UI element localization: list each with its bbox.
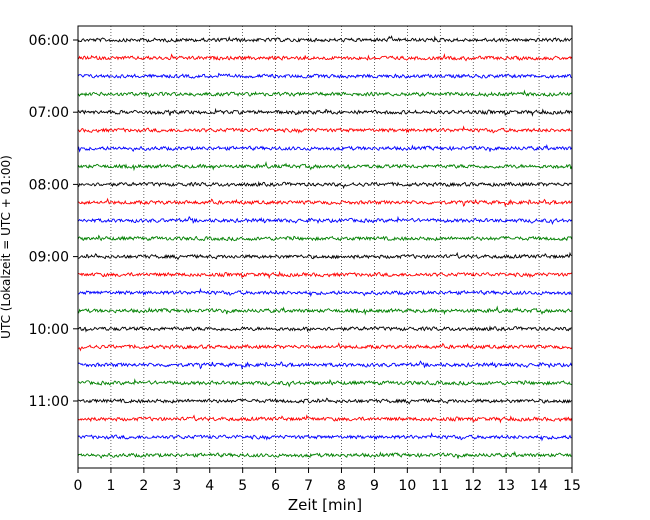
x-tick-label: 1	[106, 478, 115, 494]
plot-area	[78, 26, 572, 468]
seismic-trace	[77, 52, 572, 62]
seismic-trace	[77, 270, 572, 280]
seismic-trace	[77, 342, 572, 352]
x-tick-label: 9	[370, 478, 379, 494]
x-tick-label: 12	[464, 478, 482, 494]
seismic-trace	[77, 325, 572, 333]
seismic-trace	[77, 160, 573, 172]
x-tick-label: 0	[74, 478, 83, 494]
seismic-trace	[77, 378, 572, 388]
x-axis-label: Zeit [min]	[288, 496, 362, 514]
seismic-trace	[77, 287, 572, 298]
y-tick-label: 07:00	[29, 105, 69, 121]
x-tick-label: 10	[398, 478, 416, 494]
y-axis: 06:00 07:00 08:00 09:00 10:00 11:00	[29, 33, 78, 410]
seismic-trace	[77, 251, 572, 261]
seismic-traces	[77, 35, 573, 459]
x-tick-label: 13	[497, 478, 515, 494]
x-tick-label: 3	[172, 478, 181, 494]
y-tick-label: 08:00	[29, 177, 69, 193]
seismic-trace	[77, 305, 572, 316]
x-tick-label: 15	[563, 478, 581, 494]
seismic-trace	[77, 143, 572, 153]
seismic-trace	[77, 107, 573, 117]
seismic-trace	[77, 397, 572, 405]
x-tick-label: 6	[271, 478, 280, 494]
seismic-trace	[77, 35, 572, 43]
seismic-trace	[77, 215, 572, 225]
x-tick-label: 4	[205, 478, 214, 494]
x-tick-label: 14	[530, 478, 548, 494]
seismic-trace	[77, 180, 572, 190]
seismic-trace	[77, 197, 573, 208]
y-axis-label: UTC (Lokalzeit = UTC + 01:00)	[0, 155, 13, 339]
seismic-trace	[77, 72, 572, 79]
y-tick-label: 11:00	[29, 394, 69, 410]
seismic-trace	[77, 360, 573, 370]
y-tick-label: 09:00	[29, 250, 69, 266]
seismic-trace	[77, 432, 572, 442]
y-tick-label: 10:00	[29, 322, 69, 338]
x-tick-label: 2	[139, 478, 148, 494]
x-axis: 0 1 2 3 4 5 6 7 8 9 10 11 12 13 14 15	[74, 468, 581, 494]
plot-frame	[77, 25, 573, 469]
x-tick-label: 5	[238, 478, 247, 494]
seismic-trace	[78, 125, 572, 134]
seismic-trace	[77, 89, 572, 98]
x-tick-label: 11	[431, 478, 449, 494]
y-tick-label: 06:00	[29, 33, 69, 49]
seismic-trace	[77, 450, 572, 459]
seismic-trace	[77, 414, 573, 424]
seismic-trace	[77, 234, 573, 242]
x-tick-label: 8	[337, 478, 346, 494]
x-tick-label: 7	[304, 478, 313, 494]
